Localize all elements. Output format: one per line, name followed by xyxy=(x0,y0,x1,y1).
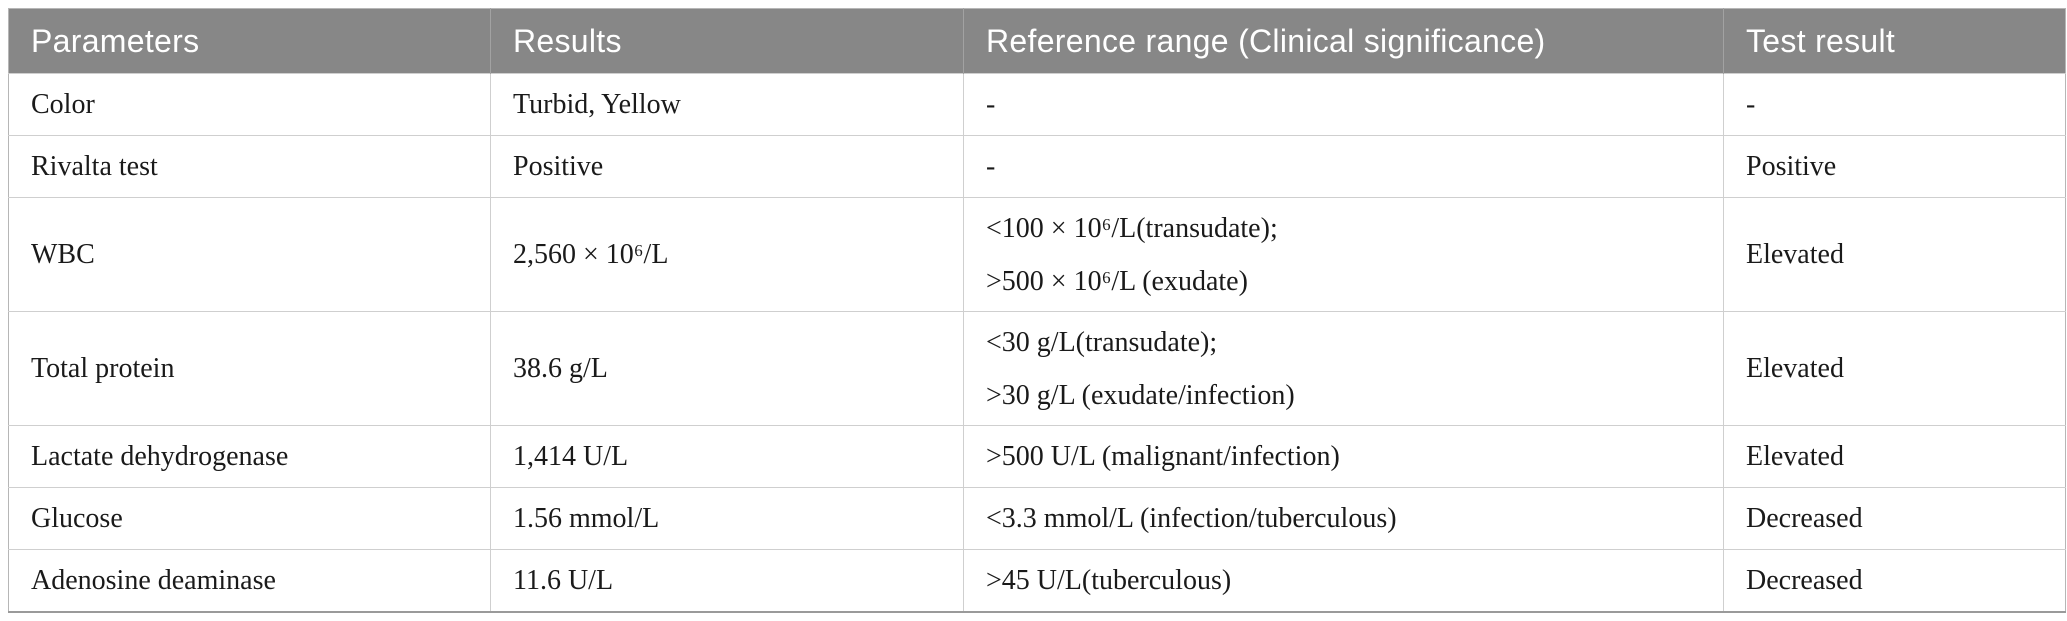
cell-test-result: - xyxy=(1723,73,2066,136)
table-row: Glucose 1.56 mmol/L <3.3 mmol/L (infecti… xyxy=(8,487,2066,550)
cell-parameter: Color xyxy=(8,73,491,136)
cell-reference-range: <30 g/L(transudate); >30 g/L (exudate/inf… xyxy=(963,311,1724,426)
cell-parameter: WBC xyxy=(8,197,491,312)
cell-result: Turbid, Yellow xyxy=(490,73,964,136)
cell-result: 38.6 g/L xyxy=(490,311,964,426)
cell-reference-range: <100 × 10⁶/L(transudate); >500 × 10⁶/L (e… xyxy=(963,197,1724,312)
column-header-parameters: Parameters xyxy=(8,8,491,74)
cell-reference-range: <3.3 mmol/L (infection/tuberculous) xyxy=(963,487,1724,550)
cell-parameter: Lactate dehydrogenase xyxy=(8,425,491,488)
cell-parameter: Rivalta test xyxy=(8,135,491,198)
reference-range-line: <30 g/L(transudate); xyxy=(986,326,1218,358)
table-header: Parameters Results Reference range (Clin… xyxy=(8,8,2066,74)
cell-parameter: Glucose xyxy=(8,487,491,550)
cell-test-result: Elevated xyxy=(1723,197,2066,312)
cell-test-result: Positive xyxy=(1723,135,2066,198)
cell-parameter: Total protein xyxy=(8,311,491,426)
reference-range-line: <3.3 mmol/L (infection/tuberculous) xyxy=(986,503,1397,534)
cell-result: 11.6 U/L xyxy=(490,549,964,612)
pleural-fluid-analysis-table: Parameters Results Reference range (Clin… xyxy=(8,8,2066,613)
reference-range-line: - xyxy=(986,89,996,120)
reference-range-line: - xyxy=(986,151,996,182)
reference-range-line: >500 U/L (malignant/infection) xyxy=(986,441,1340,472)
cell-result: 2,560 × 10⁶/L xyxy=(490,197,964,312)
column-header-test-result: Test result xyxy=(1723,8,2066,74)
cell-test-result: Decreased xyxy=(1723,487,2066,550)
reference-range-line: >45 U/L(tuberculous) xyxy=(986,565,1232,596)
cell-parameter: Adenosine deaminase xyxy=(8,549,491,612)
table-row: Lactate dehydrogenase 1,414 U/L >500 U/L… xyxy=(8,425,2066,488)
cell-reference-range: - xyxy=(963,73,1724,136)
table-row: Adenosine deaminase 11.6 U/L >45 U/L(tub… xyxy=(8,549,2066,612)
column-header-reference-range: Reference range (Clinical significance) xyxy=(963,8,1724,74)
cell-reference-range: >500 U/L (malignant/infection) xyxy=(963,425,1724,488)
cell-result: 1,414 U/L xyxy=(490,425,964,488)
table-row: Color Turbid, Yellow - - xyxy=(8,73,2066,136)
reference-range-line: >30 g/L (exudate/infection) xyxy=(986,379,1295,411)
reference-range-line: >500 × 10⁶/L (exudate) xyxy=(986,265,1248,297)
cell-reference-range: >45 U/L(tuberculous) xyxy=(963,549,1724,612)
cell-test-result: Elevated xyxy=(1723,425,2066,488)
table-row: Rivalta test Positive - Positive xyxy=(8,135,2066,198)
table-row: WBC 2,560 × 10⁶/L <100 × 10⁶/L(transudat… xyxy=(8,197,2066,312)
cell-reference-range: - xyxy=(963,135,1724,198)
cell-test-result: Decreased xyxy=(1723,549,2066,612)
table-body: Color Turbid, Yellow - - Rivalta test Po… xyxy=(8,73,2066,612)
cell-result: 1.56 mmol/L xyxy=(490,487,964,550)
cell-result: Positive xyxy=(490,135,964,198)
header-row: Parameters Results Reference range (Clin… xyxy=(8,8,2066,74)
table-row: Total protein 38.6 g/L <30 g/L(transudat… xyxy=(8,311,2066,426)
cell-test-result: Elevated xyxy=(1723,311,2066,426)
column-header-results: Results xyxy=(490,8,964,74)
reference-range-line: <100 × 10⁶/L(transudate); xyxy=(986,212,1278,244)
